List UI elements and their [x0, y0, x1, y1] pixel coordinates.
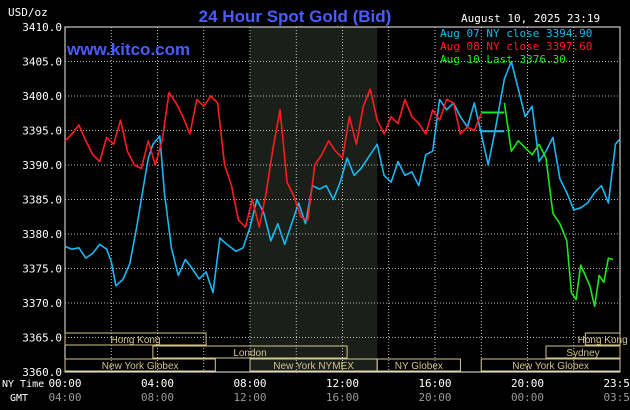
x-tick-label-gmt: 03:59: [603, 391, 630, 404]
x-tick-label-gmt: 00:00: [511, 391, 544, 404]
x-tick-label-ny: 04:00: [141, 377, 174, 390]
gmt-row-label: GMT: [10, 393, 28, 404]
axis-layer: 3410.0 3405.0 3400.0 3395.0 3390.0 3385.0 3380…: [22, 21, 630, 404]
session-layer: Hong Kong Hong Kong London Sydney New York G…: [64, 332, 628, 372]
session-box: [545, 345, 621, 359]
x-tick-label-ny: 00:00: [48, 377, 81, 390]
y-tick-label: 3385.0: [22, 194, 62, 207]
session-box: [64, 332, 207, 346]
datetime-label: August 10, 2025 23:19: [461, 12, 600, 25]
legend-bullet-aug08: -: [442, 40, 449, 53]
y-tick-label: 3395.0: [22, 125, 62, 138]
legend-item-aug08: Aug 08 NY close 3397.60: [440, 40, 592, 53]
session-box: [64, 358, 216, 372]
session-label: New York NYMEX: [273, 361, 354, 372]
y-tick-label: 3370.0: [22, 297, 62, 310]
session-box: [376, 358, 461, 372]
shaded-band-layer: [250, 27, 378, 372]
legend-bullet-aug10: -: [442, 53, 449, 66]
x-tick-label-ny: 20:00: [511, 377, 544, 390]
currency-label: USD/oz: [8, 6, 48, 19]
x-tick-label-gmt: 16:00: [326, 391, 359, 404]
y-tick-label: 3410.0: [22, 21, 62, 34]
chart-title: 24 Hour Spot Gold (Bid): [199, 7, 392, 26]
x-tick-label-gmt: 08:00: [141, 391, 174, 404]
shaded-band: [250, 27, 378, 372]
series-line-aug10: [503, 102, 614, 308]
y-tick-label: 3405.0: [22, 56, 62, 69]
x-tick-label-gmt: 12:00: [233, 391, 266, 404]
y-tick-label: 3375.0: [22, 263, 62, 276]
y-tick-label: 3380.0: [22, 228, 62, 241]
session-label: Hong Kong: [578, 335, 628, 346]
session-label: NY Globex: [395, 361, 443, 372]
session-box: [480, 358, 621, 372]
legend-item-aug10: Aug 10 Last 3376.30: [440, 53, 566, 66]
x-tick-label-ny: 16:00: [418, 377, 451, 390]
legend-item-aug07: Aug 07 NY close 3394.90: [440, 27, 592, 40]
ny-time-row-label: NY Time: [2, 379, 44, 390]
x-tick-label-ny: 23:59: [603, 377, 630, 390]
session-box: [584, 332, 621, 346]
x-tick-label-gmt: 04:00: [48, 391, 81, 404]
session-box: [152, 345, 348, 359]
series-line-aug08: [64, 88, 483, 228]
grid-layer: [64, 26, 621, 373]
x-tick-label-ny: 08:00: [233, 377, 266, 390]
session-label: London: [233, 348, 266, 359]
session-label: Sydney: [566, 348, 599, 359]
session-label: New York Globex: [512, 361, 589, 372]
y-tick-label: 3360.0: [22, 366, 62, 379]
session-label: Hong Kong: [111, 335, 161, 346]
legend: Aug 07 NY close 3394.90 Aug 08 NY close …: [440, 27, 592, 66]
y-tick-label: 3390.0: [22, 159, 62, 172]
kitco-watermark: www.kitco.com: [66, 40, 190, 59]
y-tick-label: 3400.0: [22, 90, 62, 103]
y-tick-label: 3365.0: [22, 332, 62, 345]
legend-bullet-aug07: -: [442, 27, 449, 40]
x-tick-label-gmt: 20:00: [418, 391, 451, 404]
series-layer: [64, 60, 621, 308]
x-tick-label-ny: 12:00: [326, 377, 359, 390]
session-label: New York Globex: [102, 361, 179, 372]
